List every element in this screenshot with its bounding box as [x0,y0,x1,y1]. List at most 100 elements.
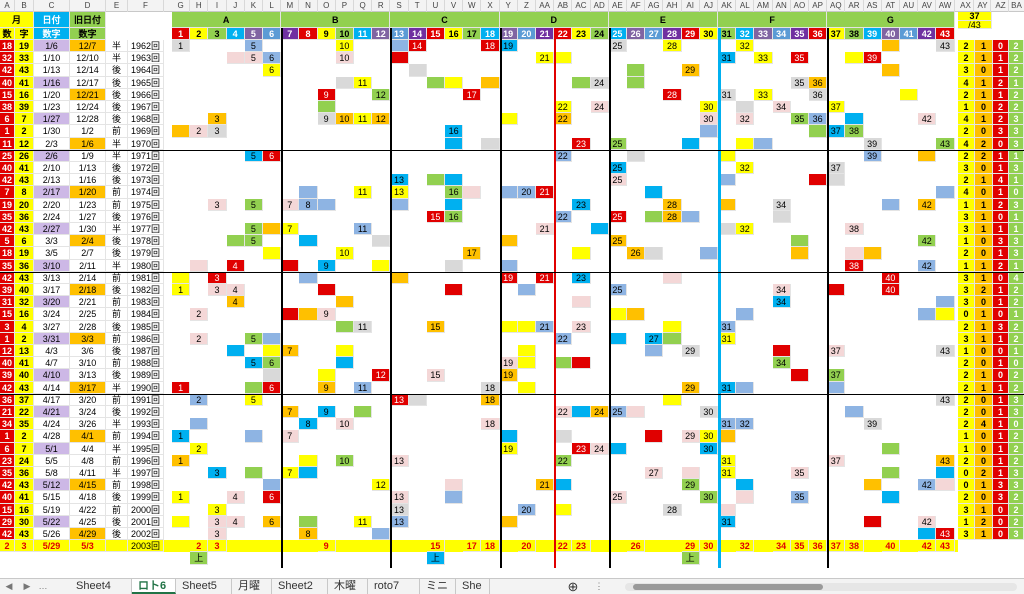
total-col-ba[interactable]: 1 [1009,149,1024,162]
column-header-R[interactable]: R [372,0,391,12]
number-cell[interactable]: 34 [772,357,791,370]
number-cell[interactable] [718,174,737,187]
column-header-D[interactable]: D [70,0,106,12]
total-col-az[interactable]: 1 [993,454,1009,467]
number-cell[interactable]: 28 [663,210,682,223]
up-mark[interactable]: 上 [190,552,209,565]
number-cell[interactable]: 22 [554,149,573,162]
total-col-ax[interactable]: 3 [958,284,975,297]
row-old-date[interactable]: 4/8 [70,454,106,467]
number-cell[interactable]: 1 [172,454,191,467]
number-cell[interactable]: 12 [372,479,391,492]
total-col-ba[interactable]: 1 [1009,308,1024,321]
number-cell[interactable]: 11 [354,76,373,89]
number-cell[interactable]: 16 [445,210,464,223]
number-cell[interactable] [572,76,591,89]
number-cell[interactable]: 15 [426,210,445,223]
column-header-BA[interactable]: BA [1009,0,1024,12]
number-cell[interactable]: 42 [918,113,937,126]
number-cell[interactable] [718,198,737,211]
number-cell[interactable] [681,137,700,150]
number-cell[interactable]: 36 [809,88,828,101]
row-num-a[interactable]: 15 [0,308,15,321]
number-cell[interactable] [190,259,209,272]
row-old-date[interactable]: 1/23 [70,198,106,211]
number-header-14[interactable]: 14 [408,28,427,40]
tab-scroll-right-icon[interactable]: ▶ [23,581,31,591]
number-cell[interactable] [936,467,955,480]
number-cell[interactable]: 31 [718,454,737,467]
number-cell[interactable]: 5 [244,52,263,65]
row-period[interactable]: 後 [106,235,128,248]
number-cell[interactable] [863,247,882,260]
row-old-date[interactable]: 2/7 [70,247,106,260]
number-cell[interactable]: 31 [718,515,737,528]
total-col-az[interactable]: 3 [993,320,1009,333]
number-cell[interactable]: 38 [845,125,864,138]
total-col-ax[interactable]: 1 [958,101,975,114]
number-header-27[interactable]: 27 [645,28,664,40]
number-cell[interactable]: 15 [426,369,445,382]
row-period[interactable]: 後 [106,284,128,297]
number-header-38[interactable]: 38 [845,28,864,40]
number-cell[interactable]: 20 [517,503,536,516]
total-col-ax[interactable]: 1 [958,235,975,248]
number-cell[interactable]: 15 [426,320,445,333]
number-cell[interactable] [299,308,318,321]
number-cell[interactable] [263,345,282,358]
total-col-ay[interactable]: 1 [975,174,993,187]
row-date[interactable]: 4/28 [34,430,70,443]
row-date[interactable]: 1/13 [34,64,70,77]
row-num-a[interactable]: 42 [0,223,15,236]
row-num-b[interactable]: 20 [15,198,34,211]
number-cell[interactable]: 6 [263,149,282,162]
row-num-a[interactable]: 19 [0,198,15,211]
number-cell[interactable]: 6 [263,357,282,370]
number-cell[interactable] [627,64,646,77]
total-col-ba[interactable]: 3 [1009,113,1024,126]
number-cell[interactable] [881,467,900,480]
number-cell[interactable]: 25 [608,174,627,187]
row-index[interactable]: 1973回 [128,174,164,187]
row-num-a[interactable]: 40 [0,491,15,504]
row-index[interactable]: 1969回 [128,125,164,138]
row-index[interactable]: 1995回 [128,442,164,455]
number-cell[interactable]: 18 [481,418,500,431]
number-cell[interactable]: 13 [390,393,409,406]
total-col-ay[interactable]: 0 [975,442,993,455]
row-old-date[interactable]: 12/10 [70,52,106,65]
row-num-b[interactable]: 30 [15,515,34,528]
column-header-AZ[interactable]: AZ [993,0,1009,12]
number-cell[interactable] [390,40,409,53]
number-cell[interactable]: 32 [736,113,755,126]
number-cell[interactable]: 10 [335,454,354,467]
number-cell[interactable] [845,247,864,260]
total-col-ay[interactable]: 0 [975,162,993,175]
row-old-date[interactable]: 3/20 [70,393,106,406]
total-col-ax[interactable]: 2 [958,174,975,187]
number-cell[interactable] [299,235,318,248]
number-cell[interactable]: 40 [881,271,900,284]
column-header-AP[interactable]: AP [809,0,828,12]
number-cell[interactable]: 42 [918,259,937,272]
number-cell[interactable]: 31 [718,52,737,65]
number-cell[interactable] [572,406,591,419]
number-cell[interactable]: 39 [863,418,882,431]
number-cell[interactable] [681,210,700,223]
number-cell[interactable] [190,418,209,431]
row-date[interactable]: 5/22 [34,515,70,528]
number-cell[interactable]: 34 [772,284,791,297]
number-cell[interactable] [372,235,391,248]
column-header-AF[interactable]: AF [627,0,646,12]
row-num-a[interactable]: 38 [0,101,15,114]
number-cell[interactable]: 35 [790,52,809,65]
row-num-a[interactable]: 29 [0,515,15,528]
number-cell[interactable]: 3 [208,467,227,480]
row-period[interactable]: 前 [106,296,128,309]
row-period[interactable]: 前 [106,454,128,467]
row-period[interactable]: 後 [106,320,128,333]
number-header-26[interactable]: 26 [627,28,646,40]
row-num-b[interactable]: 19 [15,40,34,53]
row-num-b[interactable]: 26 [15,149,34,162]
number-cell[interactable]: 37 [827,369,846,382]
